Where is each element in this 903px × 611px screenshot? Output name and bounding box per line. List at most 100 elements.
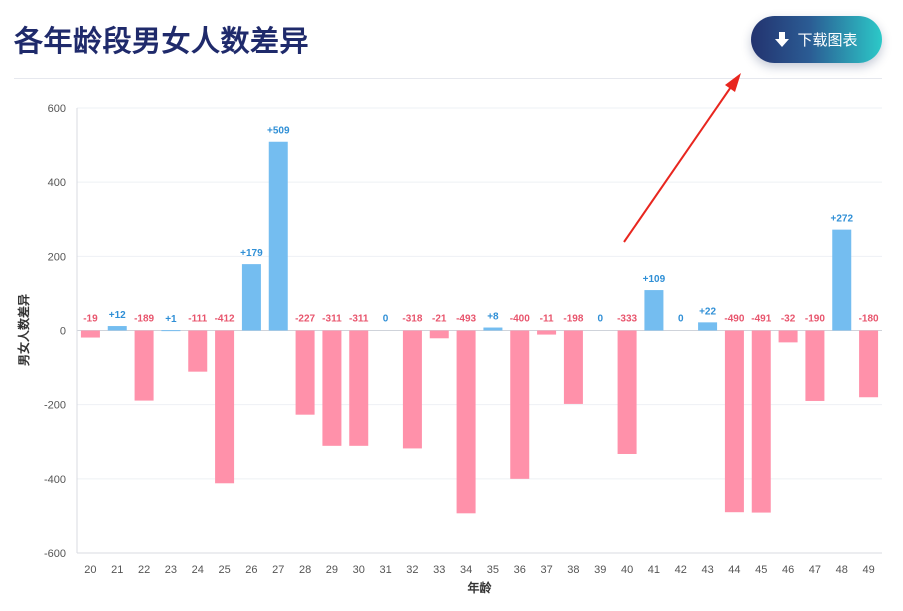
data-label: -111 bbox=[188, 314, 207, 325]
x-tick-label: 42 bbox=[675, 564, 687, 576]
bar bbox=[778, 330, 798, 343]
header-divider bbox=[14, 78, 882, 79]
data-label: +509 bbox=[267, 126, 290, 137]
bar bbox=[859, 330, 879, 398]
x-tick-label: 34 bbox=[460, 564, 472, 576]
bar bbox=[644, 290, 664, 331]
x-tick-label: 39 bbox=[594, 564, 606, 576]
bar bbox=[349, 330, 369, 446]
data-label: -19 bbox=[83, 314, 98, 325]
data-label: -318 bbox=[402, 314, 422, 325]
data-label: -180 bbox=[859, 314, 879, 325]
data-label: +1 bbox=[165, 314, 177, 325]
data-label: -198 bbox=[563, 314, 583, 325]
x-tick-label: 25 bbox=[218, 564, 230, 576]
x-tick-label: 35 bbox=[487, 564, 499, 576]
y-tick-label: 200 bbox=[48, 251, 66, 263]
x-tick-label: 41 bbox=[648, 564, 660, 576]
y-tick-label: -200 bbox=[44, 400, 66, 412]
bar bbox=[241, 264, 261, 331]
data-label: -412 bbox=[215, 314, 235, 325]
x-tick-label: 44 bbox=[728, 564, 740, 576]
x-tick-label: 23 bbox=[165, 564, 177, 576]
bar bbox=[215, 330, 235, 484]
bar bbox=[751, 330, 771, 513]
x-tick-label: 20 bbox=[84, 564, 96, 576]
x-tick-label: 46 bbox=[782, 564, 794, 576]
x-axis-title: 年龄 bbox=[467, 580, 492, 595]
data-label: +272 bbox=[830, 214, 853, 225]
x-tick-label: 26 bbox=[245, 564, 257, 576]
bar bbox=[161, 330, 181, 332]
x-tick-label: 31 bbox=[379, 564, 391, 576]
data-label: -21 bbox=[432, 314, 447, 325]
x-tick-label: 43 bbox=[701, 564, 713, 576]
data-label: -333 bbox=[617, 314, 637, 325]
download-button-label: 下载图表 bbox=[797, 32, 858, 49]
x-tick-label: 21 bbox=[111, 564, 123, 576]
bar bbox=[563, 330, 583, 404]
download-chart-button[interactable]: 下载图表 bbox=[751, 16, 882, 63]
data-label: +179 bbox=[240, 248, 263, 259]
bar bbox=[322, 330, 342, 446]
x-tick-label: 27 bbox=[272, 564, 284, 576]
data-label: -189 bbox=[134, 314, 154, 325]
data-label: -227 bbox=[295, 314, 315, 325]
x-tick-label: 36 bbox=[514, 564, 526, 576]
page-title: 各年龄段男女人数差异 bbox=[14, 26, 310, 58]
bar bbox=[295, 330, 315, 415]
data-label: 0 bbox=[597, 314, 603, 325]
download-arrow-icon bbox=[775, 31, 790, 47]
bar bbox=[402, 330, 422, 449]
data-label: -190 bbox=[805, 314, 825, 325]
bar bbox=[80, 330, 100, 338]
bar bbox=[188, 330, 208, 372]
bar bbox=[832, 229, 852, 331]
data-label: -32 bbox=[781, 314, 796, 325]
x-tick-label: 40 bbox=[621, 564, 633, 576]
x-tick-label: 24 bbox=[192, 564, 204, 576]
y-tick-label: -400 bbox=[44, 474, 66, 486]
data-label: +8 bbox=[487, 312, 499, 323]
x-tick-label: 32 bbox=[406, 564, 418, 576]
data-label: +12 bbox=[109, 310, 126, 321]
x-tick-label: 38 bbox=[567, 564, 579, 576]
bar bbox=[429, 330, 449, 339]
x-tick-label: 37 bbox=[540, 564, 552, 576]
data-label: 0 bbox=[678, 314, 684, 325]
data-label: 0 bbox=[383, 314, 389, 325]
y-tick-label: -600 bbox=[44, 548, 66, 560]
y-tick-label: 400 bbox=[48, 177, 66, 189]
bar-chart: 6004002000-200-400-600-1920+1221-18922+1… bbox=[16, 103, 882, 595]
y-axis-title: 男女人数差异 bbox=[16, 294, 31, 366]
data-label: -491 bbox=[751, 314, 771, 325]
bar bbox=[698, 322, 718, 331]
data-label: -490 bbox=[724, 314, 744, 325]
bar bbox=[805, 330, 825, 401]
x-tick-label: 22 bbox=[138, 564, 150, 576]
data-label: +22 bbox=[699, 306, 716, 317]
data-label: -400 bbox=[510, 314, 530, 325]
x-tick-label: 45 bbox=[755, 564, 767, 576]
bar bbox=[724, 330, 744, 513]
x-tick-label: 48 bbox=[836, 564, 848, 576]
x-tick-label: 28 bbox=[299, 564, 311, 576]
x-tick-label: 33 bbox=[433, 564, 445, 576]
x-tick-label: 30 bbox=[353, 564, 365, 576]
bar bbox=[510, 330, 530, 479]
bar bbox=[107, 326, 127, 331]
y-tick-label: 600 bbox=[48, 103, 66, 115]
y-tick-label: 0 bbox=[60, 326, 66, 338]
bar bbox=[268, 141, 288, 331]
data-label: +109 bbox=[643, 274, 666, 285]
bar bbox=[134, 330, 154, 401]
data-label: -493 bbox=[456, 314, 476, 325]
bar bbox=[617, 330, 637, 454]
bar bbox=[537, 330, 557, 335]
bar bbox=[456, 330, 476, 514]
data-label: -311 bbox=[349, 314, 369, 325]
x-tick-label: 47 bbox=[809, 564, 821, 576]
data-label: -311 bbox=[322, 314, 342, 325]
x-tick-label: 29 bbox=[326, 564, 338, 576]
x-tick-label: 49 bbox=[862, 564, 874, 576]
